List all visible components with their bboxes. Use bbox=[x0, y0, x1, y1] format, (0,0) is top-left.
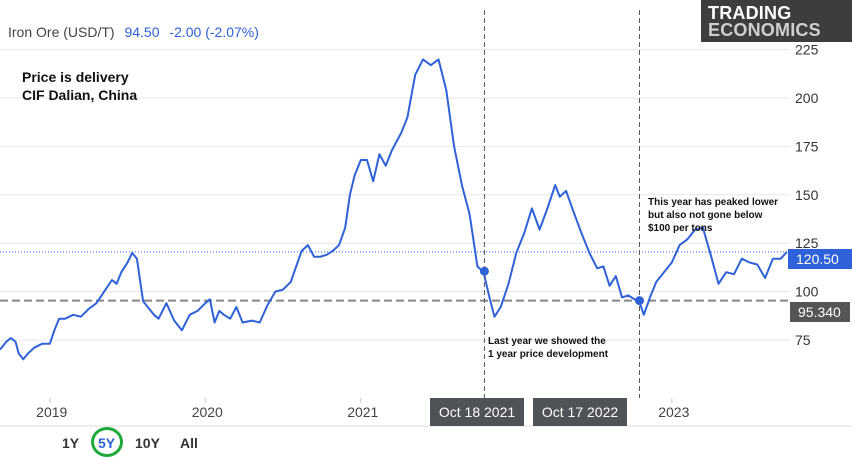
x-tick-label: 2020 bbox=[192, 404, 223, 420]
instrument-change: -2.00 (-2.07%) bbox=[169, 24, 259, 40]
last-year-note-line-1: Last year we showed the bbox=[488, 336, 606, 347]
price-note: Price is delivery CIF Dalian, China bbox=[22, 68, 137, 104]
y-tick-label: 175 bbox=[795, 138, 819, 154]
range-10y-button[interactable]: 10Y bbox=[135, 435, 160, 451]
series-line[interactable] bbox=[0, 58, 788, 361]
series-layer bbox=[0, 58, 788, 361]
grid-lines bbox=[0, 49, 852, 427]
instrument-header: Iron Ore (USD/T) 94.50 -2.00 (-2.07%) bbox=[8, 24, 259, 40]
y-axis-ticks: 75 100 125 150 175 200 225 bbox=[795, 42, 819, 348]
y-tick-label: 225 bbox=[795, 42, 819, 58]
x-tick-label: 2021 bbox=[347, 404, 378, 420]
last-year-note-line-2: 1 year price development bbox=[488, 349, 609, 360]
peak-note-line-1: This year has peaked lower bbox=[648, 197, 779, 208]
date-marker-oct-2021: Oct 18 2021 bbox=[430, 398, 524, 426]
last-price-label: 120.50 bbox=[788, 249, 852, 269]
reference-lines bbox=[0, 251, 790, 302]
price-note-line-2: CIF Dalian, China bbox=[22, 87, 138, 103]
trading-economics-logo[interactable]: TRADING ECONOMICS bbox=[701, 0, 852, 42]
date-marker-oct-2022: Oct 17 2022 bbox=[533, 398, 627, 426]
y-tick-label: 200 bbox=[795, 90, 819, 106]
range-5y-button[interactable]: 5Y bbox=[98, 435, 116, 451]
y-tick-label: 100 bbox=[795, 284, 819, 300]
y-tick-label: 150 bbox=[795, 187, 819, 203]
peak-note-line-2: but also not gone below bbox=[648, 210, 763, 221]
instrument-name: Iron Ore (USD/T) bbox=[8, 24, 115, 40]
marker-point[interactable] bbox=[479, 266, 489, 276]
instrument-price: 94.50 bbox=[124, 24, 160, 40]
active-range-highlight bbox=[91, 427, 123, 457]
logo-line-2: ECONOMICS bbox=[708, 20, 821, 40]
x-tick-label: 2023 bbox=[658, 404, 689, 420]
range-selector: 1Y 5Y 10Y All bbox=[0, 427, 852, 457]
peak-note-line-3: $100 per tons bbox=[648, 223, 713, 234]
logo-line-1: TRADING bbox=[708, 3, 792, 23]
peak-note: This year has peaked lower but also not … bbox=[648, 196, 778, 235]
x-tick-label: 2019 bbox=[36, 404, 67, 420]
y-tick-label: 125 bbox=[795, 235, 819, 251]
range-all-button[interactable]: All bbox=[180, 435, 198, 451]
reference-price-label: 95.340 bbox=[790, 302, 850, 322]
range-1y-button[interactable]: 1Y bbox=[62, 435, 80, 451]
last-year-note: Last year we showed the 1 year price dev… bbox=[488, 335, 608, 361]
price-note-line-1: Price is delivery bbox=[22, 69, 129, 85]
y-tick-label: 75 bbox=[795, 332, 811, 348]
marker-layer bbox=[479, 10, 644, 398]
marker-point[interactable] bbox=[634, 296, 644, 306]
x-axis-ticks: 2019 2020 2021 2023 bbox=[36, 398, 690, 420]
